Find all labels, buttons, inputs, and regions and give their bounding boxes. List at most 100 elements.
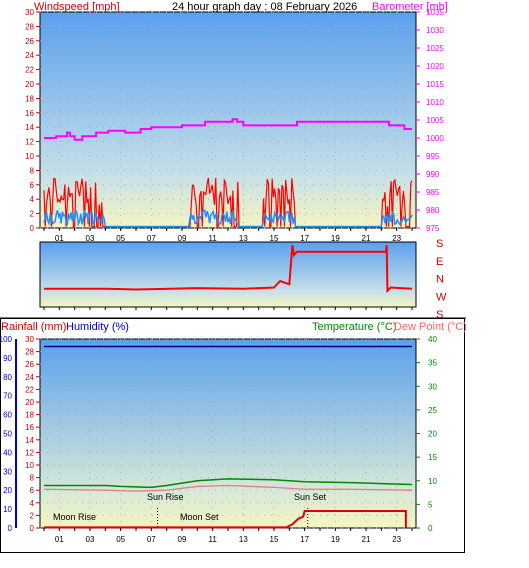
sunset-label: Sun Set (294, 492, 327, 502)
dewpoint-line (43, 484, 413, 492)
hour-label: 09 (178, 535, 187, 544)
barometer-tick-label: 980 (426, 206, 440, 215)
hour-label: 01 (55, 234, 64, 243)
windspeed-tick-label: 26 (25, 37, 34, 46)
hour-label: 11 (209, 234, 218, 243)
temperature-tick-label: 5 (428, 500, 433, 509)
temperature-tick-label: 35 (428, 359, 437, 368)
wind-direction-line (44, 245, 413, 294)
temperature-tick-label: 25 (428, 406, 437, 415)
hour-label: 03 (86, 234, 95, 243)
hour-label: 17 (300, 535, 309, 544)
barometer-tick-label: 1005 (426, 116, 444, 125)
barometer-tick-label: 1010 (426, 98, 444, 107)
rainfall-tick-label: 6 (30, 486, 35, 495)
windspeed-tick-label: 0 (30, 224, 35, 233)
windspeed-tick-label: 16 (25, 109, 34, 118)
hour-label: 15 (270, 234, 279, 243)
windspeed-tick-label: 2 (30, 210, 35, 219)
windspeed-tick-label: 8 (30, 166, 35, 175)
hour-label: 17 (300, 234, 309, 243)
barometer-tick-label: 990 (426, 170, 440, 179)
barometer-tick-label: 1035 (426, 8, 444, 17)
barometer-tick-label: 1025 (426, 44, 444, 53)
temperature-tick-label: 10 (428, 477, 437, 486)
hour-label: 03 (86, 535, 95, 544)
rainfall-tick-label: 30 (25, 335, 34, 344)
rainfall-tick-label: 26 (25, 360, 34, 369)
barometer-tick-label: 975 (426, 224, 440, 233)
compass-label: W (436, 291, 447, 303)
hour-label: 19 (331, 535, 340, 544)
temperature-tick-label: 0 (428, 524, 433, 533)
humidity-tick-label: 10 (3, 505, 12, 514)
compass-label: E (436, 256, 443, 268)
rainfall-tick-label: 14 (25, 436, 34, 445)
hour-label: 13 (239, 535, 248, 544)
outer-frame-bottom (0, 318, 465, 553)
rainfall-tick-label: 28 (25, 348, 34, 357)
rainfall-tick-label: 4 (30, 499, 35, 508)
barometer-tick-label: 995 (426, 152, 440, 161)
hour-label: 19 (331, 234, 340, 243)
wind-grid (40, 11, 416, 229)
rainfall-tick-label: 24 (25, 373, 34, 382)
windspeed-axis-title: Windspeed [mph] (34, 1, 120, 13)
windspeed-tick-label: 4 (30, 195, 35, 204)
hour-label: 07 (147, 535, 156, 544)
rainfall-tick-label: 0 (30, 524, 35, 533)
temp-plot-area (39, 338, 417, 529)
compass-label: N (436, 274, 444, 286)
rainfall-tick-label: 18 (25, 411, 34, 420)
hour-label: 21 (362, 535, 371, 544)
rainfall-axis-title: Rainfall (mm) (1, 321, 66, 333)
windspeed-tick-label: 24 (25, 51, 34, 60)
windspeed-tick-label: 18 (25, 94, 34, 103)
moonrise-label: Moon Rise (53, 512, 96, 522)
temperature-tick-label: 40 (428, 335, 437, 344)
barometer-tick-label: 985 (426, 188, 440, 197)
barometer-tick-label: 1020 (426, 62, 444, 71)
humidity-tick-label: 90 (3, 354, 12, 363)
humidity-axis-title: Humidity (%) (66, 321, 129, 333)
compass-label: S (436, 309, 443, 321)
barometer-tick-label: 1015 (426, 80, 444, 89)
wind-direction-series (44, 245, 413, 294)
hour-label: 21 (362, 234, 371, 243)
hour-label: 15 (270, 535, 279, 544)
temperature-line (44, 478, 413, 489)
humidity-tick-label: 40 (3, 448, 12, 457)
hour-label: 13 (239, 234, 248, 243)
rainfall-tick-label: 16 (25, 423, 34, 432)
humidity-tick-label: 0 (8, 524, 13, 533)
dewpoint-axis-title: Dew Point (°C) (394, 321, 467, 333)
barometer-axis-title: Barometer [mb] (372, 1, 448, 13)
moonset-label: Moon Set (180, 512, 219, 522)
rainfall-tick-label: 20 (25, 398, 34, 407)
hour-label: 23 (392, 234, 401, 243)
temperature-tick-label: 20 (428, 430, 437, 439)
temperature-tick-label: 30 (428, 382, 437, 391)
hour-label: 05 (116, 535, 125, 544)
windspeed-series (43, 177, 413, 228)
humidity-tick-label: 20 (3, 486, 12, 495)
temperature-axis-title: Temperature (°C) (312, 321, 396, 333)
humidity-tick-label: 70 (3, 392, 12, 401)
barometer-series (44, 118, 412, 141)
windspeed-average-line (43, 209, 413, 228)
rainfall-tick-label: 8 (30, 474, 35, 483)
barometer-line (44, 118, 412, 141)
rainfall-line (44, 509, 407, 529)
windspeed-tick-label: 10 (25, 152, 34, 161)
humidity-tick-label: 30 (3, 467, 12, 476)
hour-label: 23 (392, 535, 401, 544)
hour-label: 01 (55, 535, 64, 544)
chart-title: 24 hour graph day : 08 February 2026 (172, 1, 357, 13)
compass-label: S (436, 238, 443, 250)
hour-label: 11 (209, 535, 218, 544)
rainfall-tick-label: 12 (25, 448, 34, 457)
windspeed-tick-label: 28 (25, 22, 34, 31)
temperature-series (43, 345, 413, 529)
